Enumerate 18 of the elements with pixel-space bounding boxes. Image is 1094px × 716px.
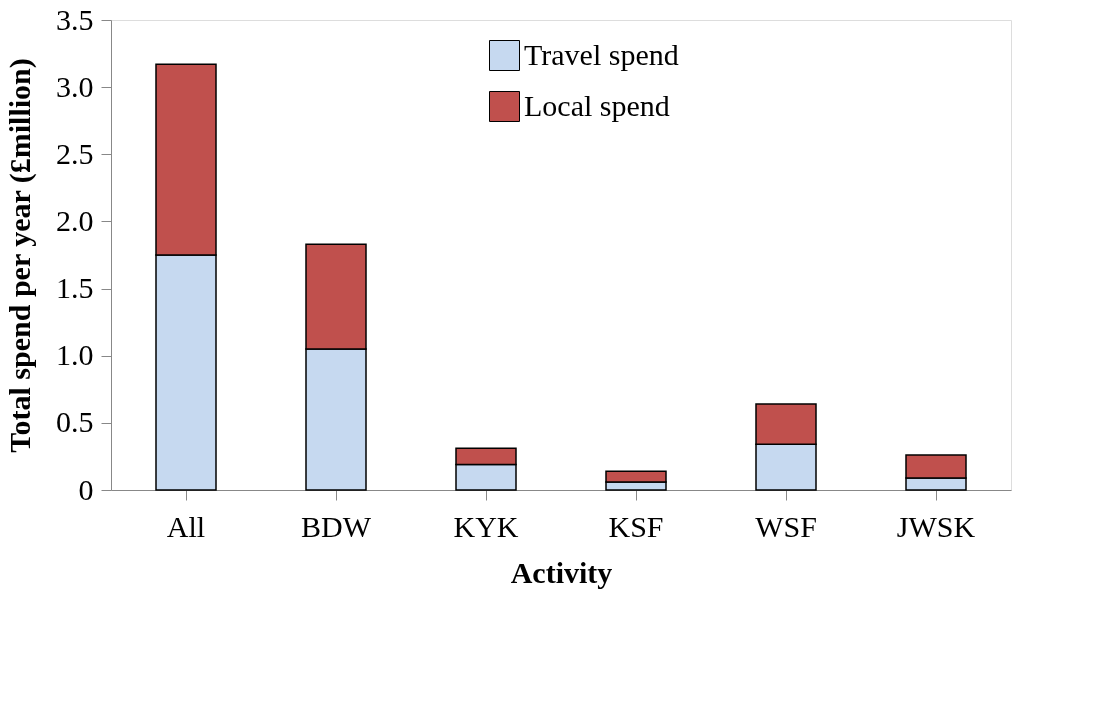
x-axis-title: Activity xyxy=(510,555,613,589)
y-tick-label: 3.5 xyxy=(56,2,94,36)
x-tick-label: KYK xyxy=(453,509,519,543)
y-tick-label: 0.5 xyxy=(56,405,94,439)
x-tick-label: JWSK xyxy=(896,509,976,543)
legend-label: Travel spend xyxy=(524,37,679,71)
x-tick-label: WSF xyxy=(755,509,817,543)
y-tick-label: 3.0 xyxy=(56,69,94,103)
y-tick-label: 0 xyxy=(78,472,94,506)
y-tick-label: 1.5 xyxy=(56,271,94,305)
legend-label: Local spend xyxy=(524,88,670,122)
x-tick-label: All xyxy=(166,509,206,543)
x-tick-label: KSF xyxy=(608,509,664,543)
y-axis-title: Total spend per year (£million) xyxy=(3,58,37,453)
y-tick-label: 1.0 xyxy=(56,338,94,372)
y-tick-label: 2.0 xyxy=(56,203,94,237)
x-tick-label: BDW xyxy=(301,509,372,543)
y-tick-label: 2.5 xyxy=(56,136,94,170)
